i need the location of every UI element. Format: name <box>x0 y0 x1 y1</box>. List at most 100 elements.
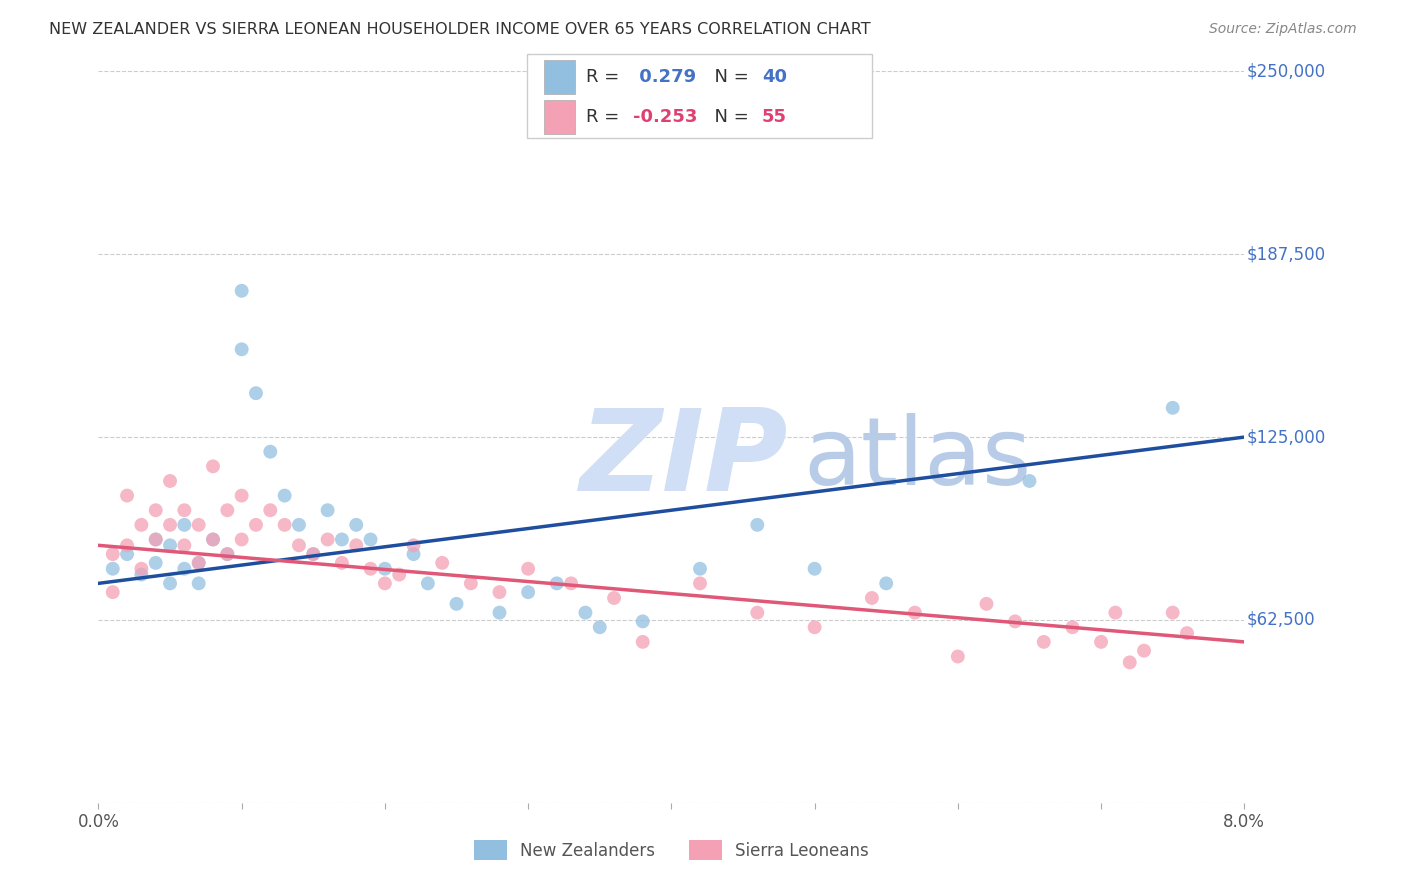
Point <box>145 533 167 547</box>
Point <box>976 597 998 611</box>
Point <box>231 489 253 503</box>
Point <box>245 386 267 401</box>
Point <box>1161 606 1184 620</box>
Point <box>1104 606 1126 620</box>
Point <box>131 517 153 532</box>
Point <box>145 533 167 547</box>
Point <box>446 597 468 611</box>
Point <box>217 503 239 517</box>
Text: atlas: atlas <box>803 413 1032 505</box>
Point <box>330 533 353 547</box>
Point <box>689 562 711 576</box>
Point <box>860 591 883 605</box>
Text: 40: 40 <box>762 69 787 87</box>
Text: $62,500: $62,500 <box>1247 611 1315 629</box>
Point <box>1032 635 1054 649</box>
Text: R =: R = <box>586 108 626 126</box>
Point <box>115 547 138 561</box>
Point <box>488 585 510 599</box>
Point <box>402 547 425 561</box>
Point <box>231 533 253 547</box>
Point <box>316 533 339 547</box>
Point <box>460 576 482 591</box>
Point <box>159 576 181 591</box>
Point <box>330 556 353 570</box>
Point <box>747 517 769 532</box>
Point <box>374 562 396 576</box>
Point <box>131 567 153 582</box>
Point <box>603 591 626 605</box>
Text: R =: R = <box>586 69 626 87</box>
Point <box>217 547 239 561</box>
Point <box>302 547 325 561</box>
Point <box>946 649 969 664</box>
Point <box>360 562 382 576</box>
Point <box>416 576 439 591</box>
Point <box>173 503 195 517</box>
Point <box>187 556 209 570</box>
Point <box>217 547 239 561</box>
Point <box>517 562 540 576</box>
Point <box>115 489 138 503</box>
Point <box>187 576 209 591</box>
Point <box>302 547 325 561</box>
Text: $125,000: $125,000 <box>1247 428 1326 446</box>
Point <box>245 517 267 532</box>
Point <box>430 556 453 570</box>
Point <box>101 585 124 599</box>
Text: 0.279: 0.279 <box>633 69 696 87</box>
Point <box>259 503 281 517</box>
Point <box>689 576 711 591</box>
Text: $250,000: $250,000 <box>1247 62 1326 80</box>
Point <box>803 562 825 576</box>
Point <box>388 567 411 582</box>
Point <box>288 517 311 532</box>
Point <box>273 517 295 532</box>
Point <box>231 284 253 298</box>
Point <box>747 606 769 620</box>
Text: N =: N = <box>703 69 755 87</box>
Point <box>159 517 181 532</box>
Point <box>288 538 311 552</box>
Point <box>202 459 225 474</box>
Text: ZIP: ZIP <box>579 403 789 515</box>
Point <box>145 503 167 517</box>
Point <box>360 533 382 547</box>
Point <box>159 474 181 488</box>
Point <box>344 538 367 552</box>
Point <box>803 620 825 634</box>
Point <box>231 343 253 357</box>
Point <box>273 489 295 503</box>
Text: -0.253: -0.253 <box>633 108 697 126</box>
Point <box>173 517 195 532</box>
Point <box>875 576 897 591</box>
Point <box>1133 643 1156 657</box>
Point <box>173 538 195 552</box>
Point <box>904 606 927 620</box>
Point <box>1118 656 1140 670</box>
Point <box>1004 615 1026 629</box>
Point <box>131 562 153 576</box>
Point <box>560 576 582 591</box>
Point <box>402 538 425 552</box>
Point <box>101 562 124 576</box>
Point <box>115 538 138 552</box>
Point <box>546 576 568 591</box>
Point <box>631 615 654 629</box>
Text: $187,500: $187,500 <box>1247 245 1326 263</box>
Point <box>344 517 367 532</box>
Point <box>1175 626 1198 640</box>
Point <box>187 556 209 570</box>
Point <box>1090 635 1112 649</box>
Point <box>488 606 510 620</box>
Point <box>173 562 195 576</box>
Point <box>187 517 209 532</box>
Point <box>1062 620 1084 634</box>
Point <box>574 606 596 620</box>
Legend: New Zealanders, Sierra Leoneans: New Zealanders, Sierra Leoneans <box>474 840 869 860</box>
Text: N =: N = <box>703 108 755 126</box>
Text: 55: 55 <box>762 108 787 126</box>
Point <box>145 556 167 570</box>
Point <box>1018 474 1040 488</box>
Point <box>631 635 654 649</box>
